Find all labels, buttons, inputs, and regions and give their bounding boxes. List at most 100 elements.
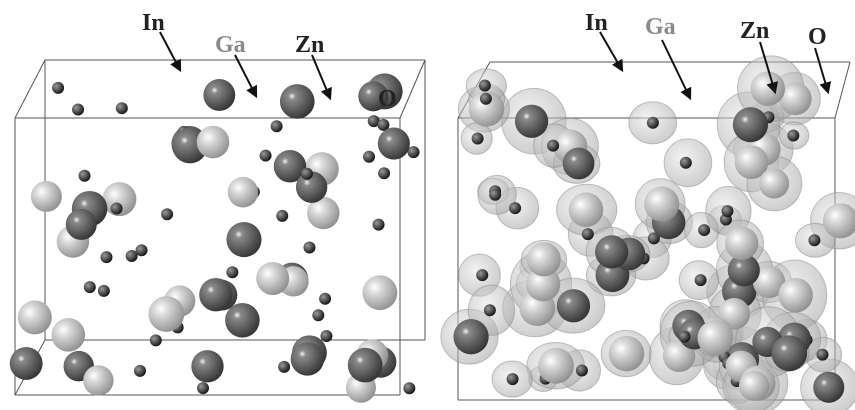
- oxygen-atom: [319, 293, 331, 305]
- arrow: [235, 55, 256, 96]
- metal-atom: [644, 186, 679, 221]
- metal-atom: [751, 71, 785, 105]
- oxygen-atom: [509, 202, 521, 214]
- metal-atom: [148, 296, 184, 332]
- metal-atom: [697, 320, 733, 356]
- oxygen-atom: [787, 130, 799, 142]
- label-in: In: [142, 10, 165, 36]
- arrow: [600, 32, 622, 70]
- metal-atom: [83, 365, 113, 395]
- oxygen-atom: [695, 274, 707, 286]
- oxygen-atom: [303, 241, 315, 253]
- box-edge: [400, 60, 425, 118]
- oxygen-atom: [79, 170, 91, 182]
- metal-atom: [280, 84, 315, 119]
- metal-atom: [813, 372, 844, 403]
- oxygen-atom: [301, 168, 313, 180]
- oxygen-atom: [136, 244, 148, 256]
- oxygen-atom: [161, 208, 173, 220]
- oxygen-atom: [476, 269, 488, 281]
- metal-atom: [725, 227, 758, 260]
- label-in: In: [585, 10, 608, 36]
- oxygen-atom: [100, 251, 112, 263]
- oxygen-atom: [363, 151, 375, 163]
- metal-atom: [538, 348, 574, 384]
- metal-atom: [291, 342, 324, 375]
- oxygen-atom: [312, 309, 324, 321]
- oxygen-atom: [678, 331, 690, 343]
- metal-atom: [739, 371, 769, 401]
- oxygen-atom: [547, 140, 559, 152]
- label-zn: Zn: [295, 32, 324, 58]
- oxygen-atom: [507, 373, 519, 385]
- box-edge: [835, 62, 850, 118]
- metal-atom: [225, 303, 260, 338]
- metal-atom: [778, 278, 813, 313]
- metal-atom: [191, 350, 223, 382]
- oxygen-atom: [276, 210, 288, 222]
- oxygen-atom: [403, 382, 415, 394]
- atoms: [10, 73, 420, 402]
- oxygen-atom: [271, 120, 283, 132]
- metal-atom: [527, 242, 561, 276]
- metal-atom: [771, 335, 807, 371]
- figure: In Ga Zn O In Ga Zn O: [0, 0, 855, 410]
- oxygen-atom: [260, 150, 272, 162]
- metal-atom: [10, 347, 43, 380]
- metal-atom: [18, 300, 52, 334]
- metal-atom: [595, 235, 628, 268]
- metal-atom: [203, 79, 235, 111]
- oxygen-atom: [576, 364, 588, 376]
- oxygen-atom: [84, 281, 96, 293]
- oxygen-atom: [320, 330, 332, 342]
- metal-atom: [199, 278, 232, 311]
- arrow: [312, 55, 330, 98]
- label-zn: Zn: [740, 18, 769, 44]
- oxygen-atom: [479, 79, 491, 91]
- metal-atom: [31, 181, 62, 212]
- metal-atom: [197, 126, 230, 159]
- atoms: [441, 56, 855, 410]
- metal-atom: [563, 148, 595, 180]
- metal-atom: [52, 318, 86, 352]
- label-ga: Ga: [645, 14, 676, 40]
- metal-atom: [557, 289, 590, 322]
- metal-atom: [759, 169, 789, 199]
- label-o: O: [378, 86, 397, 112]
- oxygen-atom: [52, 82, 64, 94]
- oxygen-atom: [278, 361, 290, 373]
- oxygen-atom: [680, 157, 692, 169]
- oxygen-atom: [378, 167, 390, 179]
- oxygen-atom: [373, 219, 385, 231]
- oxygen-atom: [111, 202, 123, 214]
- metal-atom: [733, 107, 768, 142]
- oxygen-atom: [197, 382, 209, 394]
- metal-atom: [66, 209, 97, 240]
- label-ga: Ga: [215, 32, 246, 58]
- oxygen-atom: [698, 224, 710, 236]
- arrow: [662, 40, 690, 98]
- oxygen-atom: [647, 117, 659, 129]
- metal-atom: [453, 319, 488, 354]
- metal-atom: [515, 105, 548, 138]
- oxygen-atom: [116, 102, 128, 114]
- label-o: O: [808, 24, 827, 50]
- oxygen-atom: [408, 146, 420, 158]
- metal-atom: [348, 348, 383, 383]
- oxygen-atom: [226, 266, 238, 278]
- oxygen-atom: [721, 205, 733, 217]
- oxygen-atom: [489, 189, 501, 201]
- oxygen-atom: [72, 103, 84, 115]
- metal-atom: [256, 262, 289, 295]
- oxygen-atom: [484, 304, 496, 316]
- box-edge: [15, 60, 45, 118]
- arrow: [160, 32, 180, 70]
- oxygen-atom: [150, 334, 162, 346]
- oxygen-atom: [134, 365, 146, 377]
- oxygen-atom: [808, 234, 820, 246]
- metal-atom: [609, 336, 645, 372]
- oxygen-atom: [480, 93, 492, 105]
- metal-atom: [226, 222, 261, 257]
- oxygen-atom: [582, 228, 594, 240]
- oxygen-atom: [98, 285, 110, 297]
